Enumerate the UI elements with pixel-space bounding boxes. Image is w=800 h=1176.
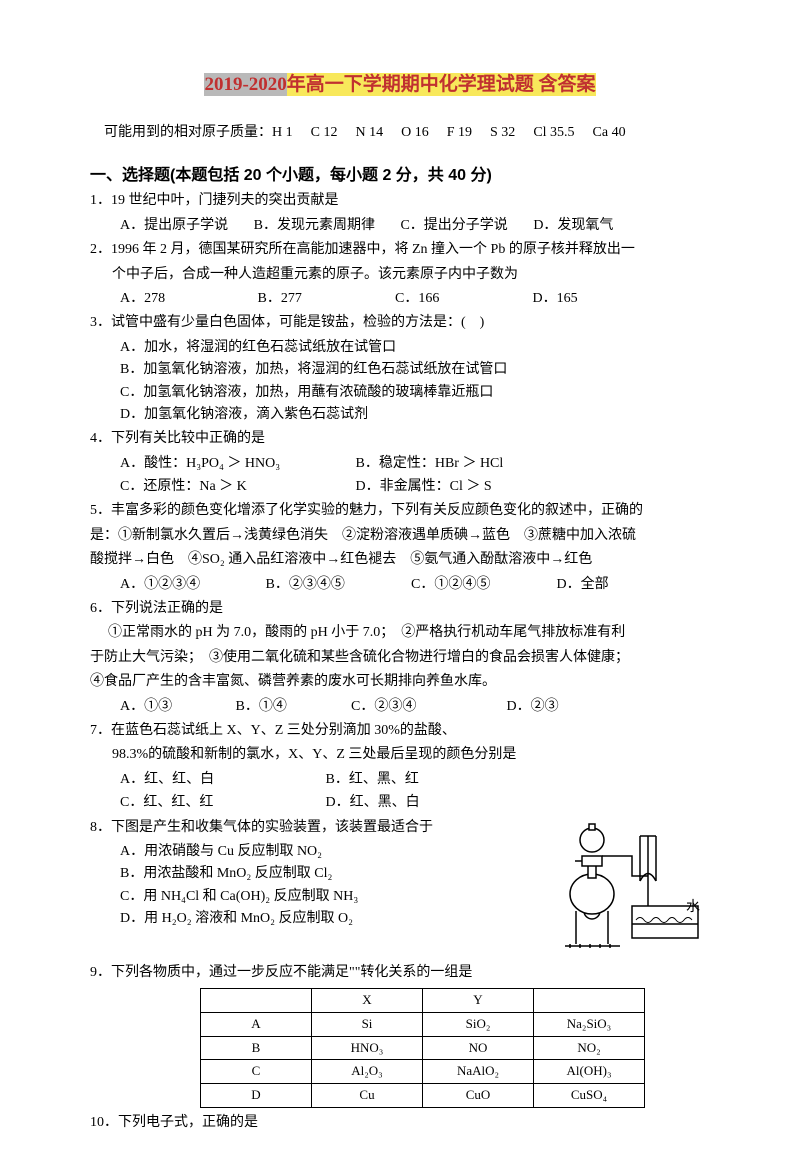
q4-row1: A．酸性：H₃PO₄ ＞ HNO₃ B．稳定性：HBr ＞ HCl [90,453,710,475]
q5-opt-B: B．②③④⑤ [266,574,386,596]
q4-opt-A: A．酸性：H₃PO₄ ＞ HNO₃ [120,453,330,475]
table-row: ASiSiO₂Na₂SiO₃ [201,1012,645,1036]
mass-C: C 12 [311,125,338,140]
mass-Cl: Cl 35.5 [533,125,574,140]
atomic-mass-line: 可能用到的相对原子质量：H 1 C 12 N 14 O 16 F 19 S 32 Cl 35… [90,122,710,144]
q5-opt-D: D．全部 [557,574,609,596]
q7-row2: C．红、红、红 D．红、黑、白 [90,792,710,814]
q2-opt-C: C．166 [395,288,507,310]
q4-opt-D: D．非金属性：Cl ＞ S [356,476,492,498]
table-row: DCuCuOCuSO₄ [201,1084,645,1108]
th-blank [201,988,312,1012]
q1-opt-A: A．提出原子学说 [120,215,228,237]
title-part1: 2019-2020 [204,73,286,96]
water-label: 水 [686,899,700,915]
q7-row1: A．红、红、白 B．红、黑、红 [90,769,710,791]
q6-l2: 于防止大气污染； ③使用二氧化硫和某些含硫化合物进行增白的食品会损害人体健康； [90,647,710,669]
q10-stem: 10．下列电子式，正确的是 [90,1112,710,1134]
q5-l1: 5．丰富多彩的颜色变化增添了化学实验的魅力，下列有关反应颜色变化的叙述中，正确的 [90,500,710,522]
q1-options: A．提出原子学说 B．发现元素周期律 C．提出分子学说 D．发现氧气 [90,215,710,237]
q6-opt-D: D．②③ [507,696,559,718]
title-part2: 年高一下学期期中化学理试题 含答案 [287,73,596,96]
q5-l3: 酸搅拌→白色 ④SO₂ 通入品红溶液中→红色褪去 ⑤氨气通入酚酞溶液中→红色 [90,549,710,571]
q7-l1: 7．在蓝色石蕊试纸上 X、Y、Z 三处分别滴加 30%的盐酸、 [90,720,710,742]
table-row: BHNO₃NONO₂ [201,1036,645,1060]
q2-opt-B: B．277 [258,288,370,310]
q1-stem: 1．19 世纪中叶，门捷列夫的突出贡献是 [90,190,710,212]
q2-opt-D: D．165 [533,288,578,310]
th-last [534,988,645,1012]
q6-options: A．①③ B．①④ C．②③④ D．②③ [90,696,710,718]
q4-row2: C．还原性：Na ＞ K D．非金属性：Cl ＞ S [90,476,710,498]
mass-S: S 32 [490,125,515,140]
q3-opt-C: C．加氢氧化钠溶液，加热，用蘸有浓硫酸的玻璃棒靠近瓶口 [90,382,710,404]
q4-opt-C: C．还原性：Na ＞ K [120,476,330,498]
q5-opt-C: C．①②④⑤ [411,574,531,596]
atomic-mass-prefix: 可能用到的相对原子质量： [104,125,272,140]
q4-stem: 4．下列有关比较中正确的是 [90,428,710,450]
q1-opt-B: B．发现元素周期律 [254,215,375,237]
q6-l3: ④食品厂产生的含丰富氮、磷营养素的废水可长期排向养鱼水库。 [90,671,710,693]
q7-l2: 98.3%的硫酸和新制的氯水，X、Y、Z 三处最后呈现的颜色分别是 [90,744,710,766]
q2-opt-A: A．278 [120,288,232,310]
q9-table: X Y ASiSiO₂Na₂SiO₃ BHNO₃NONO₂ CAl₂O₃NaAl… [200,988,645,1108]
q6-l1: ①正常雨水的 pH 为 7.0，酸雨的 pH 小于 7.0； ②严格执行机动车尾… [90,622,710,644]
q6-opt-C: C．②③④ [351,696,481,718]
q7-opt-C: C．红、红、红 [120,792,300,814]
q9-stem: 9．下列各物质中，通过一步反应不能满足""转化关系的一组是 [90,962,710,984]
mass-F: F 19 [447,125,472,140]
apparatus-figure: 水 [540,816,710,956]
q7-opt-D: D．红、黑、白 [326,792,420,814]
q3-opt-D: D．加氢氧化钠溶液，滴入紫色石蕊试剂 [90,404,710,426]
q7-opt-A: A．红、红、白 [120,769,300,791]
exam-page: 2019-2020年高一下学期期中化学理试题 含答案 可能用到的相对原子质量：H… [0,0,800,1176]
q7-opt-B: B．红、黑、红 [326,769,419,791]
mass-N: N 14 [355,125,383,140]
table-header-row: X Y [201,988,645,1012]
q5-options: A．①②③④ B．②③④⑤ C．①②④⑤ D．全部 [90,574,710,596]
page-title: 2019-2020年高一下学期期中化学理试题 含答案 [90,70,710,100]
mass-Ca: Ca 40 [593,125,626,140]
q1-opt-C: C．提出分子学说 [400,215,507,237]
q2-options: A．278 B．277 C．166 D．165 [90,288,710,310]
q1-opt-D: D．发现氧气 [533,215,613,237]
q2-stem1: 2．1996 年 2 月，德国某研究所在高能加速器中，将 Zn 撞入一个 Pb … [90,239,710,261]
th-Y: Y [423,988,534,1012]
q3-opt-B: B．加氢氧化钠溶液，加热，将湿润的红色石蕊试纸放在试管口 [90,359,710,381]
apparatus-icon: 水 [540,816,710,956]
q5-l2: 是：①新制氯水久置后→浅黄绿色消失 ②淀粉溶液遇单质碘→蓝色 ③蔗糖中加入浓硫 [90,525,710,547]
mass-H: H 1 [272,125,293,140]
q5-opt-A: A．①②③④ [120,574,240,596]
table-row: CAl₂O₃NaAlO₂Al(OH)₃ [201,1060,645,1084]
q4-opt-B: B．稳定性：HBr ＞ HCl [356,453,504,475]
q6-stem: 6．下列说法正确的是 [90,598,710,620]
th-X: X [312,988,423,1012]
q3-opt-A: A．加水，将湿润的红色石蕊试纸放在试管口 [90,337,710,359]
q6-opt-A: A．①③ [120,696,210,718]
q6-opt-B: B．①④ [236,696,326,718]
q2-stem2: 个中子后，合成一种人造超重元素的原子。该元素原子内中子数为 [90,264,710,286]
mass-O: O 16 [401,125,429,140]
section-heading: 一、选择题(本题包括 20 个小题，每小题 2 分，共 40 分) [90,163,710,189]
q3-stem: 3．试管中盛有少量白色固体，可能是铵盐，检验的方法是：( ) [90,312,710,334]
